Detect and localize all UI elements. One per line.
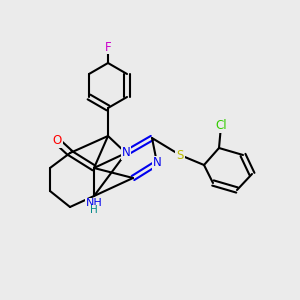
Text: N: N [153, 157, 161, 169]
Text: Cl: Cl [215, 119, 227, 133]
Text: F: F [105, 40, 111, 53]
Text: H: H [90, 206, 98, 215]
Text: O: O [52, 134, 62, 148]
Text: NH: NH [85, 199, 102, 208]
Text: N: N [122, 146, 130, 160]
Text: S: S [176, 148, 184, 161]
